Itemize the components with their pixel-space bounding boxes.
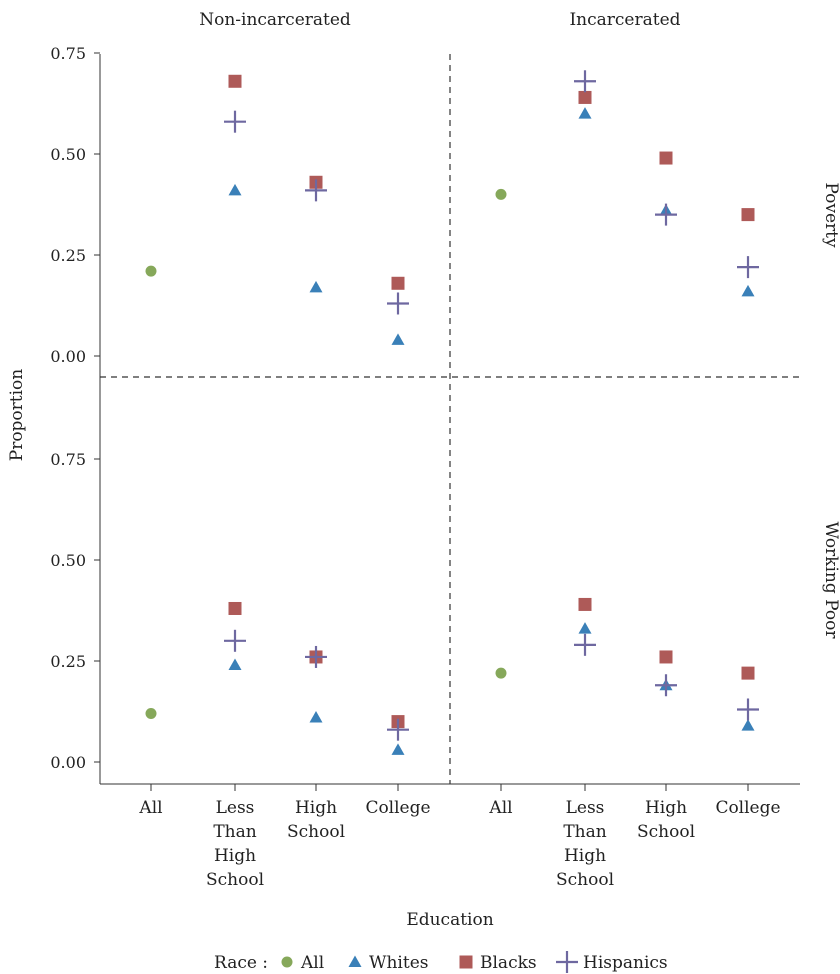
y-tick-label: 0.75: [50, 450, 86, 469]
x-tick-label: All: [138, 798, 162, 818]
point-hispanics-college: [387, 292, 409, 315]
point-blacks-less-than-high-school: [228, 601, 242, 615]
y-tick-label: 0.25: [50, 246, 86, 265]
legend-marker-all: [281, 956, 293, 968]
y-tick-label: 0.50: [50, 145, 86, 164]
y-axis-title: Proportion: [7, 369, 27, 462]
x-tick-label: All: [488, 798, 512, 818]
point-hispanics-college: [387, 718, 409, 741]
legend-label-blacks: Blacks: [480, 953, 537, 973]
point-whites-less-than-high-school: [228, 183, 242, 196]
point-whites-college: [391, 743, 405, 755]
point-hispanics-less-than-high-school: [574, 633, 596, 656]
point-blacks-college: [741, 208, 755, 222]
legend-label-hispanics: Hispanics: [583, 953, 668, 973]
point-hispanics-college: [737, 698, 759, 721]
point-all-all: [145, 708, 157, 720]
legend-marker-hispanics: [556, 951, 578, 973]
legend-title: Race :: [214, 953, 268, 973]
point-whites-less-than-high-school: [578, 622, 592, 634]
point-hispanics-college: [737, 256, 759, 279]
x-tick-label: Than: [563, 822, 606, 842]
point-hispanics-high-school: [305, 179, 327, 202]
x-tick-label: High: [295, 798, 337, 818]
point-hispanics-less-than-high-school: [574, 70, 596, 93]
x-tick-label: School: [637, 822, 695, 842]
facet-column-label: Non-incarcerated: [199, 10, 351, 30]
point-blacks-less-than-high-school: [578, 90, 592, 104]
point-whites-less-than-high-school: [228, 658, 242, 671]
point-all-all: [145, 265, 157, 277]
point-whites-high-school: [309, 280, 323, 293]
point-whites-high-school: [309, 711, 323, 723]
x-tick-label: High: [214, 846, 256, 866]
x-tick-label: High: [645, 798, 687, 818]
point-blacks-high-school: [659, 151, 673, 165]
legend-label-whites: Whites: [369, 953, 428, 973]
point-hispanics-high-school: [305, 645, 327, 668]
point-whites-college: [741, 719, 755, 731]
x-tick-label: High: [564, 846, 606, 866]
point-hispanics-less-than-high-school: [224, 110, 246, 133]
x-tick-label: School: [206, 870, 264, 890]
point-all-all: [495, 188, 507, 200]
x-tick-label: School: [556, 870, 614, 890]
facet-row-label: Working Poor: [821, 522, 840, 640]
point-hispanics-high-school: [655, 674, 677, 697]
y-tick-label: 0.00: [50, 347, 86, 366]
x-tick-label: School: [287, 822, 345, 842]
point-hispanics-less-than-high-school: [224, 629, 246, 652]
point-whites-college: [391, 333, 405, 345]
point-blacks-high-school: [659, 650, 673, 664]
point-blacks-less-than-high-school: [228, 74, 242, 88]
x-axis-title: Education: [406, 910, 493, 930]
legend-label-all: All: [300, 953, 324, 973]
point-blacks-college: [741, 666, 755, 680]
y-tick-label: 0.75: [50, 44, 86, 63]
point-blacks-college: [391, 276, 405, 290]
point-whites-college: [741, 284, 755, 297]
x-tick-label: College: [365, 798, 430, 818]
legend-marker-whites: [348, 955, 362, 967]
point-all-all: [495, 667, 507, 679]
x-tick-label: College: [715, 798, 780, 818]
x-tick-label: Less: [566, 798, 605, 818]
y-tick-label: 0.00: [50, 753, 86, 772]
facet-row-label: Poverty: [821, 182, 840, 248]
y-tick-label: 0.25: [50, 652, 86, 671]
point-hispanics-high-school: [655, 203, 677, 226]
point-whites-less-than-high-school: [578, 107, 592, 119]
x-tick-label: Less: [216, 798, 255, 818]
point-blacks-less-than-high-school: [578, 597, 592, 611]
x-tick-label: Than: [213, 822, 256, 842]
y-tick-label: 0.50: [50, 551, 86, 570]
facet-column-label: Incarcerated: [569, 10, 680, 30]
legend-marker-blacks: [459, 955, 473, 969]
